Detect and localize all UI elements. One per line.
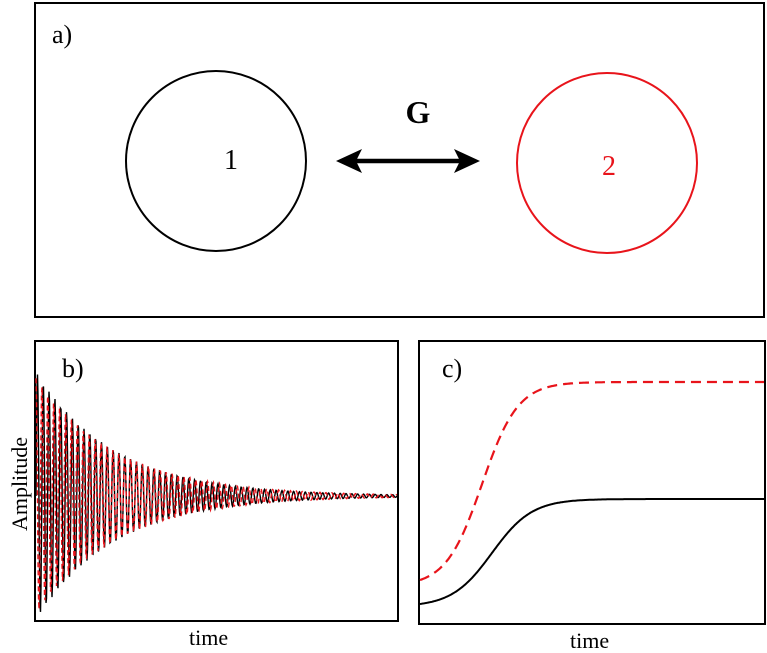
- panel-b-x-axis-title: time: [189, 625, 229, 650]
- oscillator-2-label: 2: [602, 151, 616, 182]
- amplitude-trace-red: [35, 378, 398, 610]
- panel-c-envelope-plot: c): [418, 340, 766, 625]
- panel-b-label: b): [62, 354, 84, 383]
- envelope-curve-black: [419, 498, 764, 605]
- panel-c-x-axis-title: time: [570, 628, 610, 653]
- panel-b-y-axis-title: Amplitude: [7, 436, 32, 532]
- coupling-label: G: [405, 94, 431, 130]
- panel-b-amplitude-plot: b): [34, 340, 399, 622]
- panel-a-label: a): [52, 20, 73, 49]
- oscillator-1-label: 1: [224, 145, 238, 176]
- panel-c-label: c): [442, 354, 463, 383]
- amplitude-traces: [35, 374, 398, 612]
- envelope-curves: [419, 380, 764, 605]
- oscillator-2-circle: [516, 72, 698, 254]
- panel-a-coupling-diagram: a) 1 2 G: [34, 2, 765, 318]
- coupling-arrow: [336, 149, 480, 173]
- oscillator-1-circle: [125, 70, 307, 252]
- envelope-curve-red: [419, 380, 764, 582]
